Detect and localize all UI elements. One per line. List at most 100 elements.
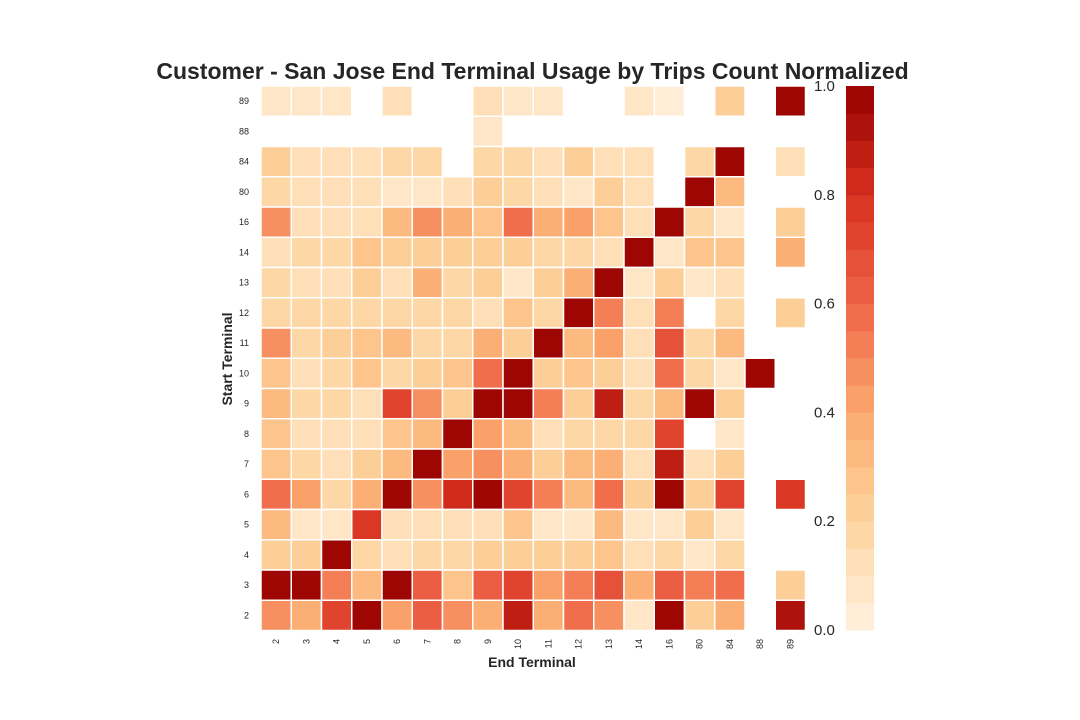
x-tick-label: 9 (483, 639, 493, 644)
heatmap-cell (683, 508, 716, 541)
colorbar-segment (846, 575, 874, 604)
heatmap-cell (623, 508, 655, 541)
heatmap-cell (623, 236, 655, 269)
heatmap-cell (441, 357, 474, 390)
heatmap-cell (502, 418, 534, 450)
heatmap-cell (562, 478, 595, 511)
heatmap-cell (653, 327, 686, 359)
y-tick-label: 4 (244, 550, 249, 560)
y-tick-label: 84 (239, 157, 249, 167)
heatmap-cell (502, 569, 534, 601)
heatmap-cells (260, 85, 807, 632)
heatmap-cell (714, 145, 746, 178)
heatmap-cell (562, 569, 595, 601)
heatmap-cell (441, 448, 474, 480)
heatmap-cell (532, 327, 565, 359)
heatmap-cell (472, 599, 504, 632)
x-axis-label: End Terminal (488, 654, 576, 670)
heatmap-cell (532, 145, 565, 178)
heatmap-cell (653, 387, 686, 420)
heatmap-cell (351, 206, 383, 238)
heatmap-cell (441, 599, 474, 632)
heatmap-cell (714, 266, 746, 299)
colorbar-tick-label: 0.2 (814, 513, 835, 530)
heatmap-cell (472, 297, 504, 329)
heatmap-cell (351, 478, 383, 511)
heatmap-cell (774, 206, 807, 238)
heatmap-cell (320, 478, 353, 511)
heatmap-cell (774, 145, 807, 178)
heatmap-cell (774, 569, 807, 601)
heatmap-cell (623, 478, 655, 511)
heatmap-cell (290, 448, 323, 480)
heatmap-cell (532, 508, 565, 541)
heatmap-cell (441, 418, 474, 450)
x-tick-label: 88 (755, 639, 765, 649)
heatmap-cell (653, 569, 686, 601)
colorbar-segment (846, 439, 874, 468)
heatmap-cell (411, 145, 444, 178)
y-tick-label: 16 (239, 217, 249, 227)
x-tick-label: 10 (513, 639, 523, 649)
heatmap-cell (532, 418, 565, 450)
heatmap-cell (381, 85, 413, 117)
heatmap-cell (290, 418, 323, 450)
heatmap-cell (502, 327, 534, 359)
heatmap-cell (532, 599, 565, 632)
heatmap-cell (532, 85, 565, 117)
colorbar (846, 86, 874, 631)
heatmap-cell (532, 266, 565, 299)
y-tick-label: 88 (239, 126, 249, 136)
heatmap-cell (683, 206, 716, 238)
heatmap-cell (472, 266, 504, 299)
heatmap-cell (774, 85, 807, 117)
heatmap-cell (411, 569, 444, 601)
heatmap-cell (320, 85, 353, 117)
heatmap-cell (260, 176, 292, 208)
heatmap-cell (381, 236, 413, 269)
heatmap-cell (260, 448, 292, 480)
heatmap-cell (260, 266, 292, 299)
heatmap-cell (714, 85, 746, 117)
heatmap-cell (593, 297, 625, 329)
heatmap-cell (532, 448, 565, 480)
heatmap-cell (351, 418, 383, 450)
heatmap-cell (320, 176, 353, 208)
heatmap-cell (653, 599, 686, 632)
x-tick-label: 8 (453, 639, 463, 644)
heatmap-cell (623, 448, 655, 480)
heatmap-cell (562, 176, 595, 208)
heatmap-cell (683, 176, 716, 208)
heatmap-cell (683, 387, 716, 420)
heatmap-cell (623, 266, 655, 299)
heatmap-cell (411, 327, 444, 359)
heatmap-cell (593, 418, 625, 450)
heatmap-cell (351, 357, 383, 390)
heatmap-cell (290, 357, 323, 390)
heatmap-cell (502, 236, 534, 269)
heatmap-cell (320, 266, 353, 299)
heatmap-cell (381, 206, 413, 238)
heatmap-cell (381, 478, 413, 511)
heatmap-cell (714, 539, 746, 571)
colorbar-segment (846, 113, 874, 141)
heatmap-cell (714, 508, 746, 541)
heatmap-cell (411, 266, 444, 299)
heatmap-cell (562, 145, 595, 178)
heatmap-cell (260, 508, 292, 541)
heatmap-cell (472, 327, 504, 359)
heatmap-cell (502, 176, 534, 208)
x-tick-label: 5 (362, 639, 372, 644)
heatmap-cell (774, 236, 807, 269)
heatmap-cell (593, 448, 625, 480)
y-tick-label: 11 (240, 338, 249, 348)
heatmap-cell (714, 569, 746, 601)
heatmap-cell (320, 569, 353, 601)
heatmap-cell (381, 387, 413, 420)
heatmap-cell (472, 206, 504, 238)
x-tick-label: 2 (271, 639, 281, 644)
heatmap-cell (290, 599, 323, 632)
heatmap-cell (502, 539, 534, 571)
heatmap-cell (653, 478, 686, 511)
heatmap-cell (381, 569, 413, 601)
